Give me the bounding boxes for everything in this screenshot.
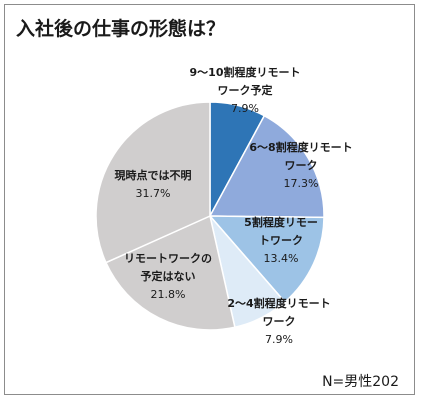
slice-label-2-line-1: 6〜8割程度リモート (249, 140, 352, 154)
pie-slice-6 (95, 101, 211, 264)
slice-value-4: 7.9% (265, 333, 293, 346)
slice-value-3: 13.4% (264, 252, 299, 265)
slice-label-6-line-1: 現時点では不明 (115, 168, 192, 182)
sample-size-note: N=男性202 (322, 374, 399, 390)
slice-label-1-line-1: 9〜10割程度リモート (190, 65, 301, 79)
slice-label-2-line-2: ワーク (285, 159, 318, 172)
slice-label-5-line-2: 予定はない (141, 269, 196, 283)
pie-slice-5 (104, 214, 236, 331)
slice-label-4-line-2: ワーク (263, 315, 296, 328)
slice-value-2: 17.3% (284, 177, 319, 190)
slice-value-1: 7.9% (231, 102, 259, 115)
slice-label-4-line-1: 2〜4割程度リモート (227, 296, 330, 310)
slice-label-1-line-2: ワーク予定 (218, 83, 273, 97)
pie-slice-2 (208, 114, 325, 219)
slice-label-3-line-1: 5割程度リモー (244, 215, 318, 229)
slice-value-5: 21.8% (151, 288, 186, 301)
slice-value-6: 31.7% (136, 187, 171, 200)
chart-title: 入社後の仕事の形態は？ (16, 18, 226, 40)
slice-label-5-line-1: リモートワークの (124, 252, 212, 265)
slice-label-3-line-2: トワーク (259, 234, 303, 247)
pie-slice-3 (208, 215, 325, 304)
